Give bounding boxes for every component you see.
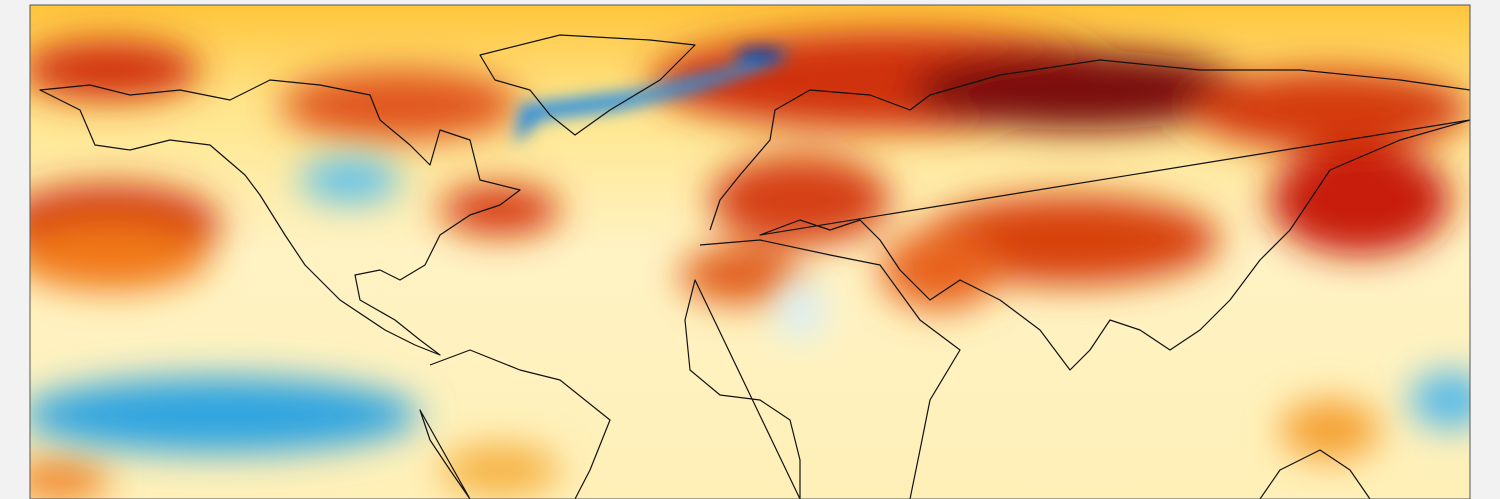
eurasia-coast (709, 59, 1471, 371)
north-america-coast (39, 79, 521, 356)
south-america-coast (419, 349, 611, 499)
cold-anomalies (30, 158, 1470, 453)
atlantic-cold-strip (515, 48, 790, 145)
map-frame (29, 4, 1471, 499)
australia-coast (1259, 449, 1371, 499)
greenland-coast (479, 34, 696, 136)
heat-field (30, 5, 1470, 499)
coastlines (39, 34, 1471, 499)
warm-anomalies (30, 30, 1470, 499)
africa-coast (684, 239, 961, 499)
